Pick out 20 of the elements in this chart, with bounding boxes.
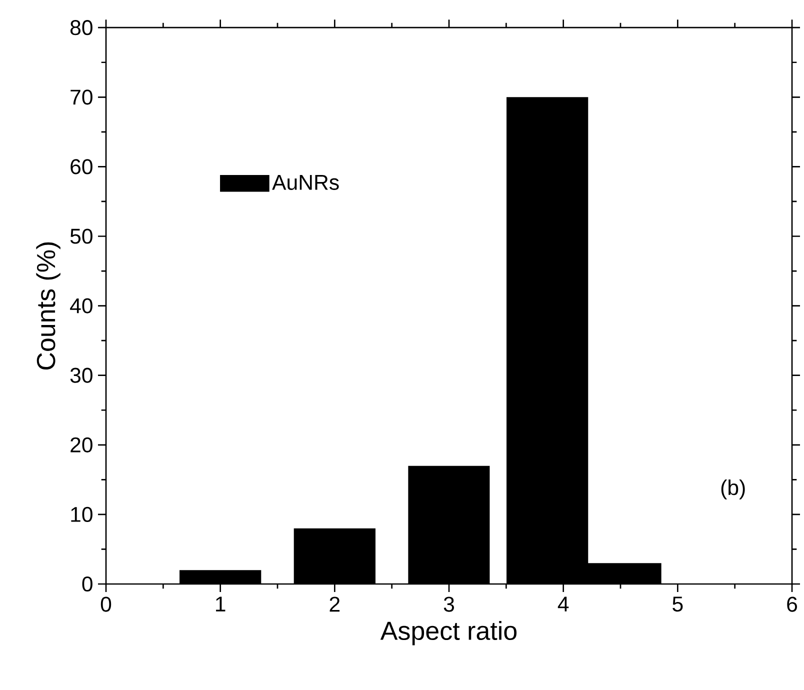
x-tick-label: 5 xyxy=(672,596,683,612)
y-tick-label: 50 xyxy=(70,228,92,244)
y-tick-label: 0 xyxy=(82,576,92,592)
x-tick-label: 2 xyxy=(330,596,340,612)
x-tick-label: 3 xyxy=(444,596,454,612)
y-tick-label: 80 xyxy=(70,20,92,36)
y-tick-label: 60 xyxy=(70,159,92,174)
legend-label: AuNRs xyxy=(272,175,339,190)
x-tick-label: 1 xyxy=(216,596,226,612)
x-tick-label: 6 xyxy=(787,596,797,612)
annotation: (b) xyxy=(721,479,745,500)
y-tick-label: 30 xyxy=(70,368,92,383)
x-axis-title: Aspect ratio xyxy=(380,620,517,646)
y-tick-label: 70 xyxy=(70,90,92,105)
y-tick-label: 10 xyxy=(71,506,92,522)
y-tick-label: 20 xyxy=(70,437,92,452)
y-axis-title: Counts (%) xyxy=(36,242,60,370)
x-tick-label: 0 xyxy=(100,596,112,612)
y-tick-label: 40 xyxy=(70,298,92,314)
x-tick-label: 4 xyxy=(558,596,569,612)
